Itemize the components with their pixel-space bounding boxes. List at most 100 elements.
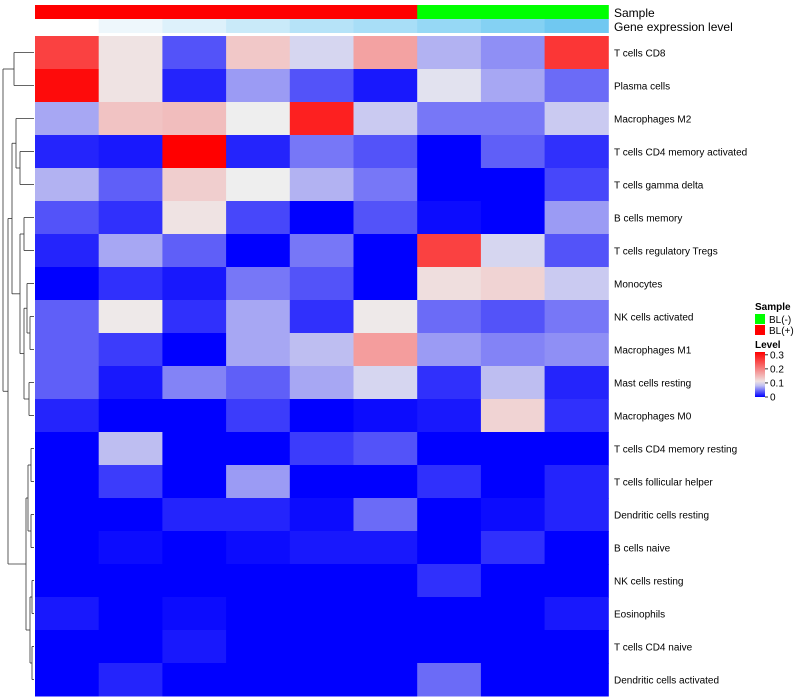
heatmap-cell [98,135,163,169]
heatmap-cell [480,597,546,631]
heatmap-cell [544,630,609,664]
heatmap-cell [226,531,291,565]
sample-track-cell [417,5,482,19]
heatmap-cell [480,333,546,367]
expression-track-cell [35,19,100,33]
legend-level-tick-label: 0 [770,393,776,404]
heatmap-cell [480,201,546,235]
row-label: Macrophages M0 [614,412,692,423]
heatmap-cell [289,333,354,367]
heatmap-cell [98,201,163,235]
heatmap-cell [226,234,291,268]
heatmap-cell [289,531,354,565]
heatmap-cell [289,234,354,268]
heatmap-cell [544,267,609,301]
heatmap-cell [417,300,482,334]
heatmap-cell [544,333,609,367]
heatmap-cell [35,69,100,103]
heatmap-cell [226,36,291,70]
row-label: Dendritic cells resting [614,511,709,522]
heatmap-cell [226,135,291,169]
legend-sample-label: BL(+) [769,326,794,337]
row-label: T cells CD4 memory activated [614,148,747,159]
heatmap-cell [35,300,100,334]
heatmap-cell [226,663,291,697]
row-label: Plasma cells [614,82,670,93]
row-label: Dendritic cells activated [614,676,719,687]
expression-track-cell [417,19,482,33]
row-label: T cells CD8 [614,49,666,60]
heatmap-cell [353,267,418,301]
row-label: T cells gamma delta [614,181,704,192]
sample-track-cell [162,5,227,19]
heatmap-cell [98,36,163,70]
expression-track-cell [98,19,163,33]
heatmap-cell [35,465,100,499]
heatmap-cell [480,399,546,433]
heatmap-cell [353,630,418,664]
row-label: Macrophages M2 [614,115,692,126]
legend-sample-entries: BL(-)BL(+) [755,314,794,337]
heatmap-cell [480,498,546,532]
heatmap-cell [226,102,291,136]
heatmap-cell [98,102,163,136]
heatmap-cell [353,663,418,697]
heatmap-cell [353,201,418,235]
heatmap-cell [226,399,291,433]
expression-track-cell [480,19,546,33]
heatmap-cell [98,69,163,103]
heatmap-cell [98,597,163,631]
heatmap-cell [98,366,163,400]
heatmap-cell [289,663,354,697]
heatmap-cell [289,201,354,235]
heatmap-cell [353,564,418,598]
heatmap-cell [289,465,354,499]
heatmap-cell [353,36,418,70]
heatmap-cell [353,399,418,433]
heatmap-cell [162,366,227,400]
heatmap-cell [162,564,227,598]
heatmap-cell [544,69,609,103]
heatmap-cell [35,597,100,631]
heatmap-cell [162,465,227,499]
heatmap-cell [544,498,609,532]
expression-annotation-track [35,19,609,33]
heatmap-cell [417,630,482,664]
heatmap-cell [480,168,546,202]
heatmap-cell [98,498,163,532]
heatmap-cell [162,102,227,136]
heatmap-cell [98,168,163,202]
heatmap-cell [98,234,163,268]
heatmap-cell [98,564,163,598]
legend-swatch [755,314,765,324]
heatmap-cell [289,135,354,169]
sample-track-cell [35,5,100,19]
row-label: T cells follicular helper [614,478,713,489]
heatmap-cell [417,135,482,169]
heatmap-cell [35,630,100,664]
sample-track-cell [544,5,609,19]
heatmap-cell [98,663,163,697]
heatmap-cell [98,531,163,565]
heatmap-cell [353,168,418,202]
sample-track-cell [226,5,291,19]
heatmap-cell [289,102,354,136]
heatmap-cell [289,36,354,70]
sample-track-cell [480,5,546,19]
heatmap-cell [162,663,227,697]
row-dendrogram [2,52,34,680]
heatmap-cell [544,465,609,499]
heatmap-cell [353,102,418,136]
heatmap-cell [544,201,609,235]
heatmap-cell [544,102,609,136]
heatmap-cell [289,399,354,433]
heatmap-cell [35,531,100,565]
heatmap-cell [480,432,546,466]
heatmap-cell [544,597,609,631]
heatmap-cell [35,498,100,532]
heatmap-cell [544,399,609,433]
heatmap-cell [162,531,227,565]
heatmap-cell [35,201,100,235]
heatmap-cell [35,564,100,598]
